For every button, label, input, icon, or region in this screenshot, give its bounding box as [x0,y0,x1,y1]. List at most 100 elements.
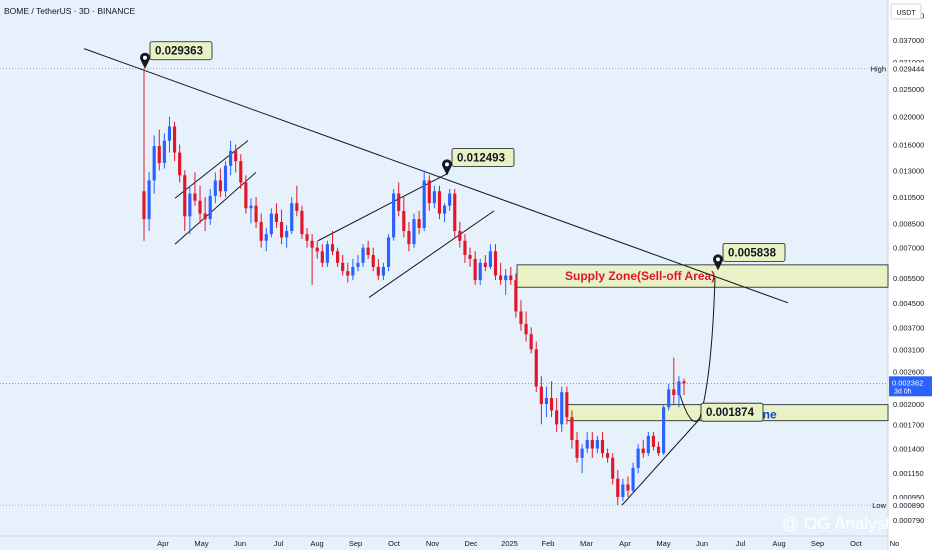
time-tick-label: Jul [736,539,746,548]
high-price-tag [889,62,931,75]
time-tick-label: Mar [580,539,593,548]
candle-body [600,439,605,454]
candle-body [386,237,391,267]
candle-body [305,234,309,241]
callout-high-label: 0.029363 [155,46,203,58]
price-axis-background [888,0,932,550]
symbol-header: BOME / TetherUS · 3D · BINANCE [4,6,135,16]
candle-body [636,448,640,468]
pin-icon [442,159,452,176]
candle-body [213,180,217,196]
candle-body [142,191,146,220]
candle-body [315,247,319,252]
candle-body [279,221,284,238]
current-price-value: 0.002362 [892,378,923,387]
candle-body [407,231,411,245]
candle-body [534,349,538,387]
time-tick-label: Feb [542,539,555,548]
long-downtrend-line[interactable] [83,48,789,304]
candle-body [249,205,253,209]
candle-body [478,262,482,281]
callout-target-box[interactable] [722,242,786,262]
candle-body [366,247,370,256]
candle-body [239,161,243,183]
price-tick-label: 0.037000 [893,36,924,45]
candle-body [223,165,228,192]
candle-body [544,397,549,405]
candle-body [493,251,498,276]
price-tick-label: 0.025000 [893,85,924,94]
candle-body [631,467,635,491]
candle-body [529,334,533,350]
candle-body [656,446,661,454]
candle-body [432,191,436,204]
candle-body [208,195,212,220]
price-tick-label: 0.013000 [893,166,924,175]
price-tick-label: 0.007000 [893,244,924,253]
price-tick-label: 0.005500 [893,274,924,283]
candle-body [453,193,457,232]
candle-body [336,251,340,263]
candle-body [641,448,645,454]
pin-icon [140,52,150,69]
currency-badge: USDT [896,10,916,17]
supply-zone-label: Supply Zone(Sell-off Area) [565,269,715,283]
candle-body [162,140,166,163]
candle-body [229,150,233,166]
price-tick-label: 0.000950 [893,493,924,502]
pin-icon-dot [143,55,147,60]
callout-target-label: 0.005838 [728,247,777,259]
currency-badge-box[interactable] [890,3,922,20]
candle-body [590,439,594,449]
price-tick-label: 0.003700 [893,323,924,332]
price-tick-label: 0.016000 [893,141,924,150]
candle-body [539,386,543,405]
channel-1-lower-line[interactable] [174,171,257,245]
candle-body [264,234,268,241]
time-tick-label: May [194,539,208,548]
candle-body [463,240,467,256]
candle-body [361,247,365,263]
candle-body [285,231,289,238]
channel-2-upper-line[interactable] [317,172,449,242]
candle-body [274,213,279,222]
candle-body [320,251,324,263]
candle-body [244,182,248,209]
price-tick-label: 0.002600 [893,367,924,376]
time-tick-label: Jun [696,539,708,548]
candle-body [218,180,222,192]
candle-body [422,180,426,228]
callout-buy-box[interactable] [700,402,764,422]
time-tick-label: Oct [850,539,863,548]
candle-body [183,175,187,217]
candle-body [448,193,452,206]
callout-buy-label: 0.001874 [706,407,755,419]
high-price-label: High [871,64,886,73]
price-tick-label: 0.001700 [893,420,924,429]
candle-body [254,205,258,222]
candle-body [437,191,442,214]
candle-body [351,266,355,276]
candle-body [193,193,197,201]
candle-body [682,381,686,384]
candle-body [616,478,620,497]
candle-body [412,219,416,245]
candle-body [152,146,156,181]
candle-body [580,448,584,458]
candle-body [346,271,350,276]
candle-body [514,280,518,312]
candle-body [203,213,207,220]
rising-support-line[interactable] [621,418,701,506]
candle-body [565,392,569,418]
time-tick-label: Apr [157,539,169,548]
callout-mid-peak-box[interactable] [451,147,515,167]
callout-high-box[interactable] [149,41,213,61]
candle-body [392,193,396,238]
candle-body [524,323,528,335]
channel-2-lower-line[interactable] [368,210,495,298]
candle-body [646,435,650,454]
candle-body [295,203,299,211]
time-tick-label: Nov [426,539,440,548]
low-price-value: 0.000890 [893,501,924,510]
